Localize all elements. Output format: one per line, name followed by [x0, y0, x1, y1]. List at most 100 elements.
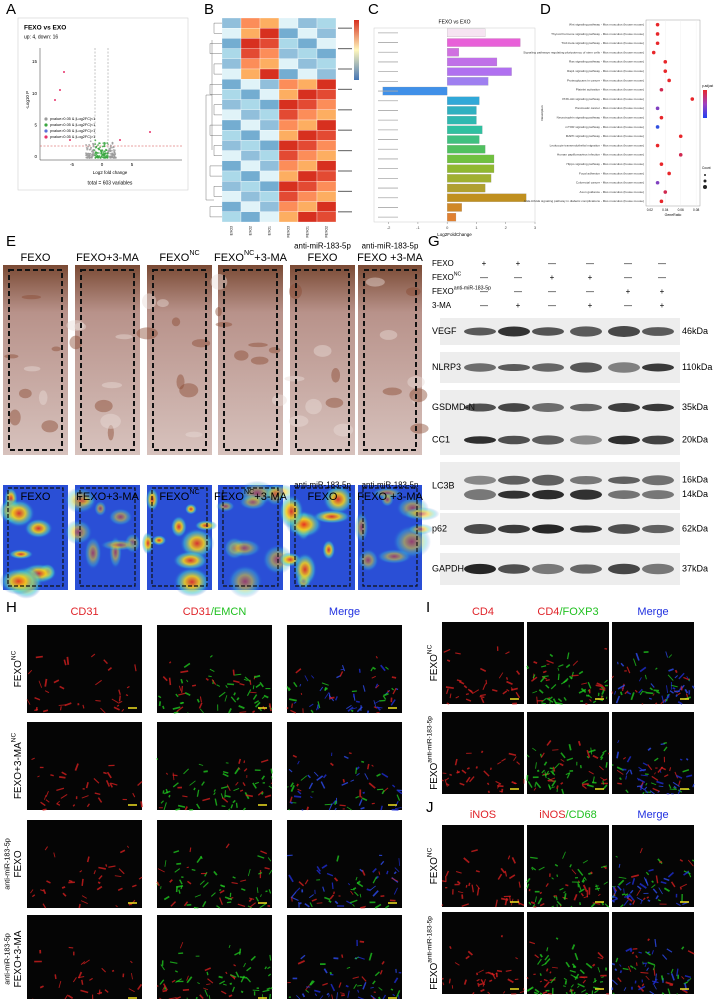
signal: [645, 691, 654, 695]
signal: [30, 889, 34, 894]
signal: [206, 983, 211, 985]
signal: [317, 704, 319, 710]
signal: [320, 781, 326, 789]
signal: [663, 746, 668, 752]
bar: [447, 106, 477, 115]
heatmap-cell: [259, 99, 280, 110]
signal: [59, 775, 66, 779]
signal: [234, 673, 242, 676]
signal: [94, 792, 101, 796]
signal: [183, 662, 191, 669]
photo-texture: [107, 424, 114, 441]
band: [642, 435, 674, 445]
signal: [635, 652, 640, 661]
condition-sign: +: [482, 259, 487, 268]
signal: [392, 993, 395, 997]
condition-sign: +: [660, 301, 665, 310]
heatmap-cell: [240, 150, 261, 161]
signal: [642, 897, 646, 901]
perfusion-spot: [173, 567, 211, 597]
heatmap-cell: [259, 140, 280, 151]
signal: [393, 887, 398, 895]
heatmap-cell: [278, 109, 299, 121]
signal: [219, 980, 226, 985]
heatmap-cell: [259, 211, 280, 223]
signal: [550, 976, 556, 984]
size-label: 62kDa: [682, 523, 708, 533]
legend-swatch: [44, 117, 48, 121]
label: FEXONC+3-MA: [214, 488, 288, 503]
signal: [231, 986, 235, 992]
signal: [536, 769, 540, 773]
signal: [126, 685, 130, 689]
signal: [538, 866, 545, 871]
photo-texture: [179, 383, 199, 398]
label: FEXO +3-MA: [357, 491, 423, 503]
heatmap-cell: [240, 99, 261, 110]
signal: [581, 682, 588, 685]
signal: [178, 879, 183, 885]
x-tick-label: 5: [131, 162, 134, 167]
signal: [208, 995, 211, 999]
signal: [530, 901, 536, 905]
signal: [491, 689, 498, 692]
label: FEXONC: [159, 249, 199, 264]
band: [532, 402, 564, 413]
condition-sign: —: [548, 301, 556, 310]
signal: [39, 985, 44, 989]
signal: [513, 756, 517, 761]
signal: [233, 680, 240, 684]
signal: [100, 707, 106, 714]
label-main: FEXO: [432, 273, 454, 282]
signal: [174, 970, 178, 973]
signal: [571, 674, 579, 677]
category-label: AGE-RAGE signaling pathway in diabetic c…: [524, 199, 644, 203]
label-sup: anti-miR-183-5p: [426, 716, 433, 763]
signal: [362, 685, 366, 692]
signal: [546, 659, 554, 664]
heatmap-cell: [221, 170, 242, 182]
subtitle: up: 4, down: 16: [24, 34, 58, 40]
signal: [378, 871, 381, 875]
signal: [668, 654, 673, 659]
signal: [639, 666, 647, 673]
signal: [246, 966, 252, 972]
condition-sign: +: [626, 287, 631, 296]
signal: [554, 762, 560, 769]
signal: [603, 881, 608, 885]
signal: [545, 968, 549, 972]
heatmap-cell: [278, 89, 299, 100]
signal: [37, 775, 40, 778]
signal: [60, 794, 68, 799]
signal: [242, 807, 246, 811]
signal: [650, 683, 655, 688]
signal: [445, 777, 450, 781]
row-label: FEXONC: [426, 644, 439, 681]
band: [498, 363, 530, 372]
signal: [623, 888, 625, 894]
signal: [95, 679, 102, 686]
signal: [255, 701, 261, 708]
volcano-point: [149, 131, 151, 133]
dot: [667, 171, 671, 176]
heatmap-cell: [221, 109, 242, 121]
signal: [573, 991, 576, 995]
signal: [651, 950, 654, 955]
bar: [447, 154, 495, 164]
signal: [178, 692, 186, 696]
x-tick-label: 2: [505, 225, 508, 230]
signal: [582, 884, 588, 893]
signal: [670, 973, 675, 981]
heatmap-cell: [297, 211, 318, 223]
signal: [221, 797, 229, 803]
signal: [376, 706, 381, 711]
signal: [475, 766, 478, 769]
signal: [638, 985, 646, 991]
signal: [182, 795, 188, 798]
signal: [116, 704, 120, 707]
micrograph: [157, 625, 272, 713]
perfusion-spot: [293, 552, 317, 587]
signal: [329, 696, 335, 700]
signal: [293, 795, 302, 798]
flap-outline: [151, 487, 208, 587]
